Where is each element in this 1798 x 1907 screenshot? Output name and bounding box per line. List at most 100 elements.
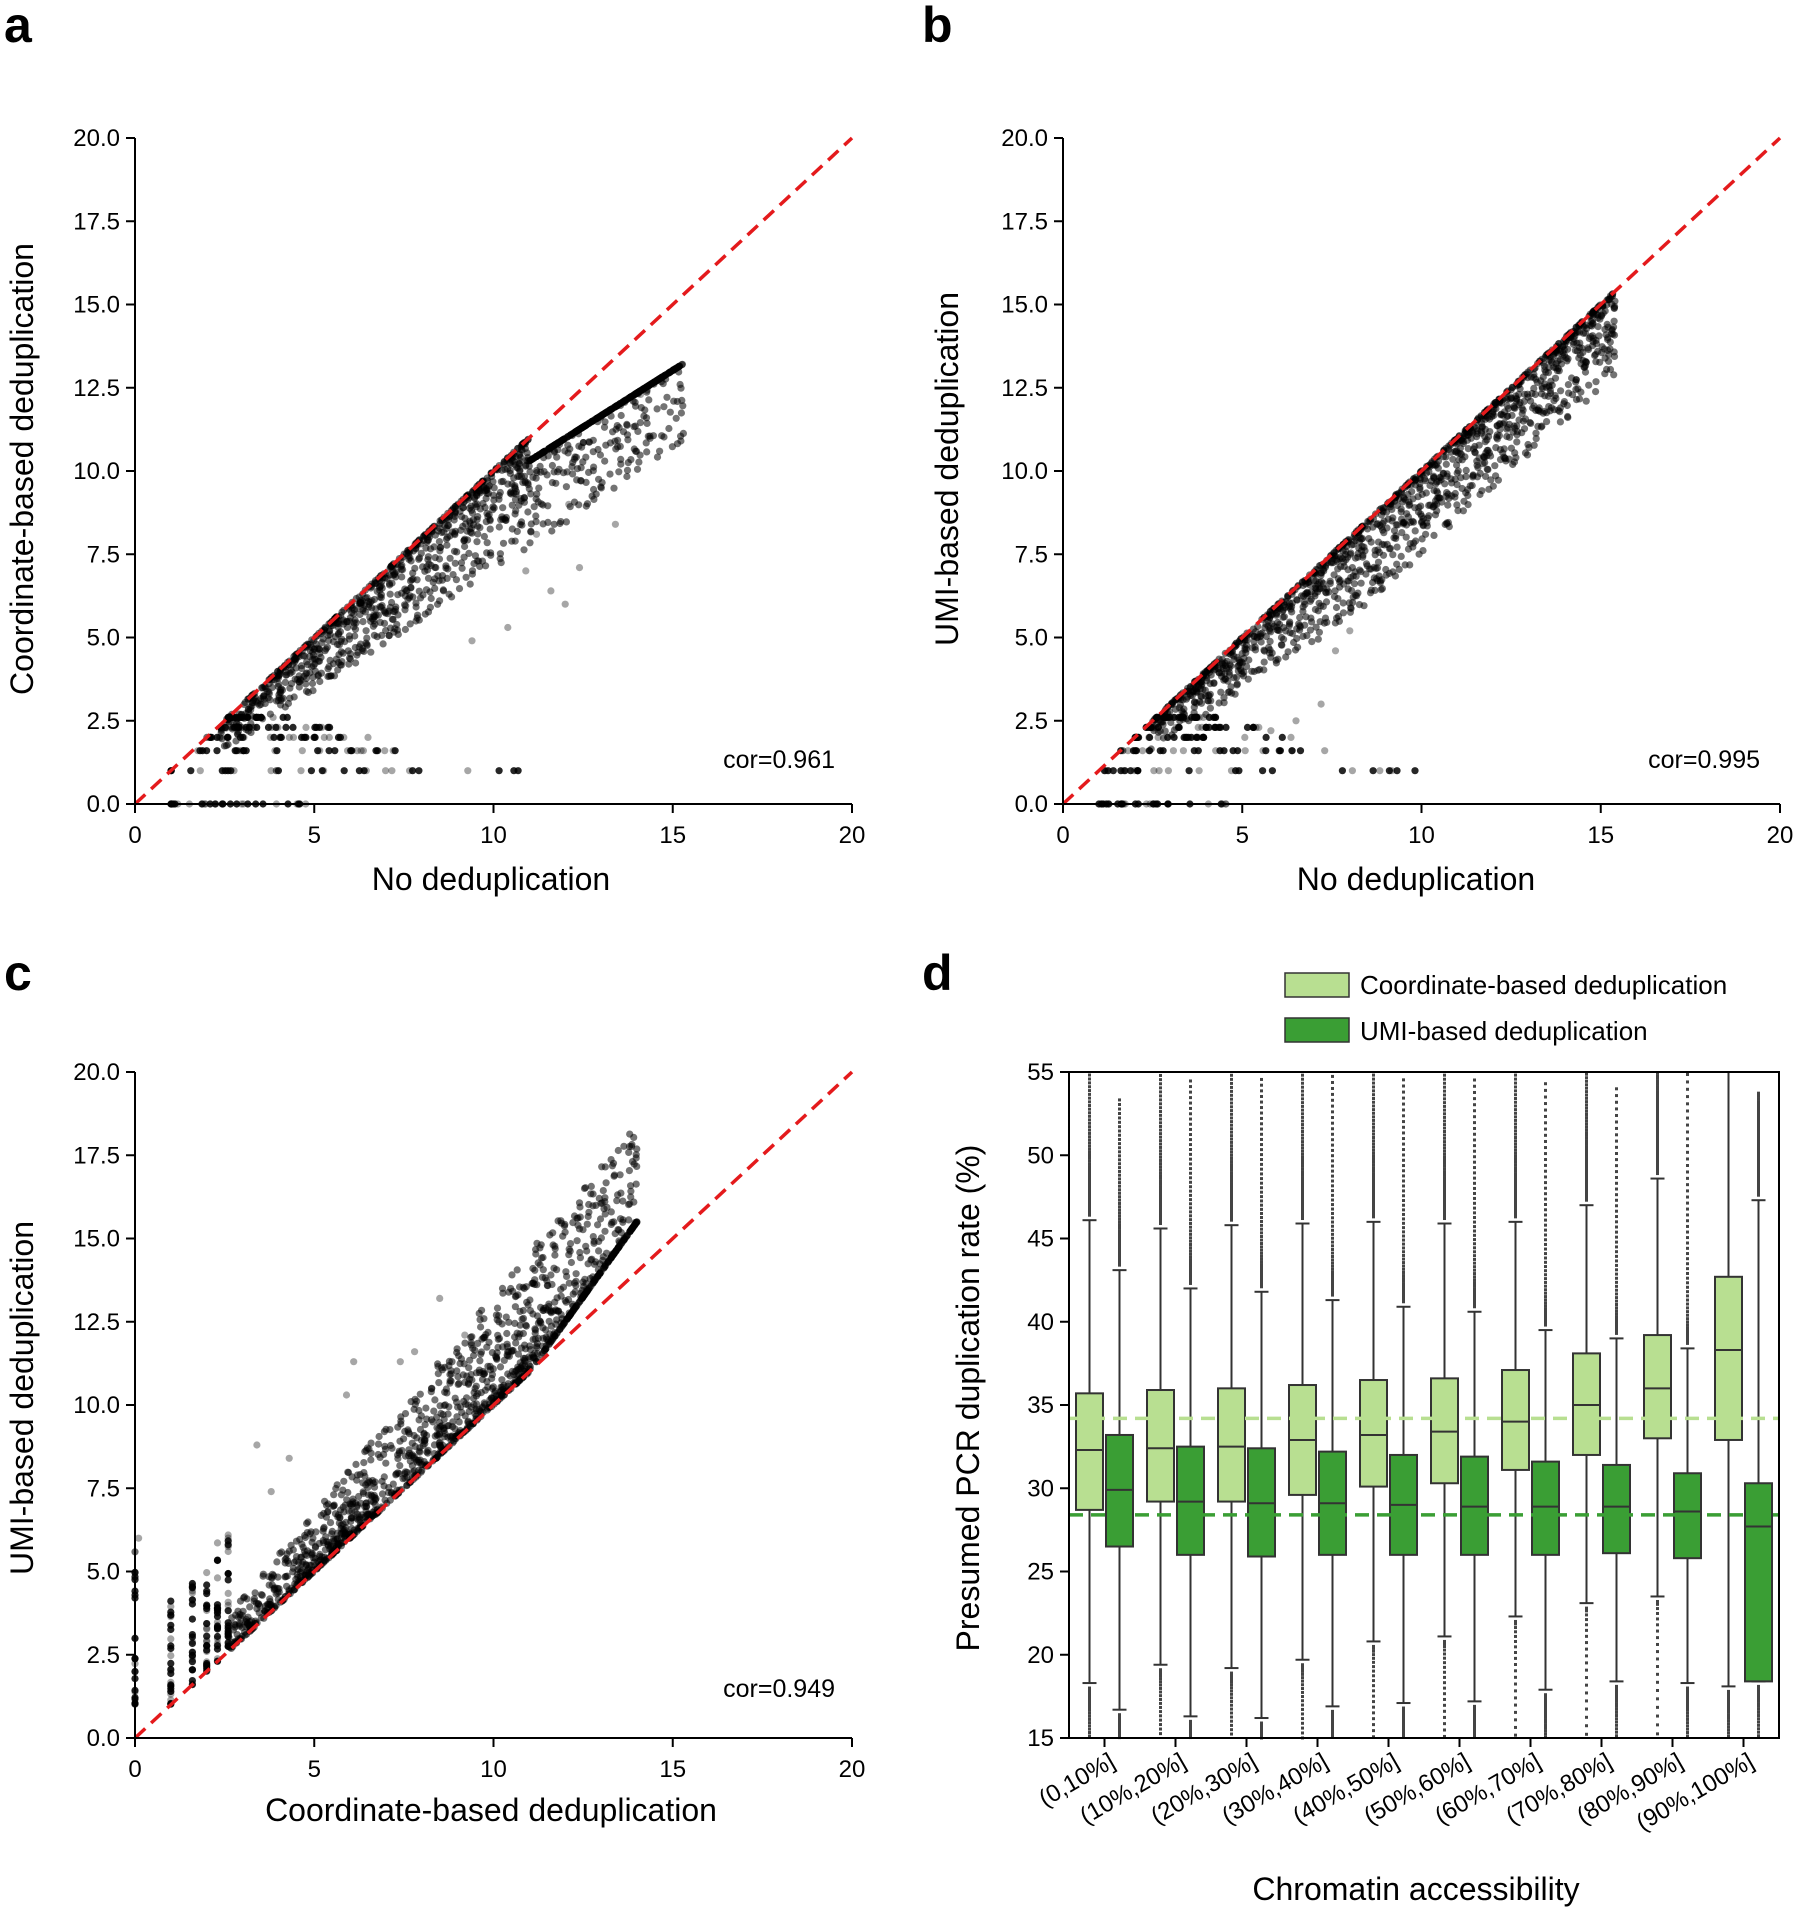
scatter-point	[551, 1298, 559, 1306]
scatter-point	[1109, 767, 1117, 775]
outlier-point	[1088, 1128, 1091, 1132]
scatter-point	[582, 478, 590, 486]
scatter-point	[1272, 659, 1280, 667]
scatter-point	[267, 767, 275, 775]
outlier-point	[1088, 1089, 1091, 1093]
scatter-point	[194, 747, 202, 755]
scatter-point	[607, 1156, 615, 1164]
outlier-point	[1159, 1117, 1162, 1121]
scatter-point	[1507, 394, 1515, 402]
scatter-point	[460, 553, 468, 561]
scatter-point	[646, 432, 654, 440]
scatter-point	[1402, 533, 1410, 541]
scatter-point	[532, 1342, 540, 1350]
x-axis-label-b: No deduplication	[1297, 861, 1535, 897]
scatter-point	[513, 463, 521, 472]
scatter-point	[578, 1294, 586, 1302]
scatter-point	[594, 1273, 602, 1281]
scatter-point	[580, 1184, 589, 1192]
scatter-point	[1179, 747, 1187, 755]
outlier-point	[1159, 1090, 1162, 1094]
scatter-point	[441, 521, 449, 530]
scatter-point	[678, 396, 686, 404]
scatter-point	[1321, 747, 1329, 755]
scatter-point	[1389, 514, 1397, 522]
scatter-point	[1581, 363, 1589, 371]
scatter-point	[344, 747, 352, 755]
scatter-point	[271, 747, 279, 755]
scatter-point	[515, 1333, 523, 1341]
scatter-point	[167, 1644, 175, 1653]
scatter-point	[499, 504, 507, 512]
scatter-point	[489, 1365, 497, 1373]
outlier-point	[1088, 1114, 1091, 1118]
scatter-point	[282, 723, 290, 732]
scatter-point	[1315, 628, 1323, 636]
scatter-point	[624, 459, 632, 467]
scatter-point	[422, 1404, 430, 1412]
scatter-point	[575, 1199, 584, 1207]
scatter-point	[1276, 747, 1284, 755]
outlier-point	[1159, 1155, 1162, 1159]
y-tick-label: 17.5	[73, 1142, 120, 1169]
scatter-point	[1453, 501, 1461, 509]
outlier-point	[1159, 1182, 1162, 1186]
scatter-point	[1560, 351, 1568, 359]
scatter-point	[1606, 338, 1614, 346]
scatter-point	[427, 545, 435, 553]
scatter-point	[627, 1187, 635, 1195]
scatter-point	[1220, 676, 1228, 684]
scatter-point	[663, 393, 671, 401]
scatter-point	[589, 1233, 597, 1241]
y-tick-label: 0.0	[1015, 791, 1048, 818]
outlier-point	[1088, 1703, 1091, 1707]
scatter-point	[396, 1462, 404, 1470]
scatter-point	[534, 498, 542, 506]
scatter-point	[459, 522, 467, 531]
scatter-point	[1367, 586, 1375, 594]
scatter-point	[415, 554, 424, 562]
y-tick-label: 20.0	[1001, 125, 1048, 152]
outlier-point	[1159, 1102, 1162, 1106]
scatter-point	[672, 414, 680, 422]
outlier-point	[1088, 1096, 1091, 1100]
scatter-point	[1423, 522, 1431, 530]
scatter-point	[531, 1325, 539, 1333]
outlier-point	[1159, 1174, 1162, 1178]
scatter-point	[504, 1348, 512, 1356]
scatter-point	[1565, 389, 1573, 397]
scatter-point	[595, 475, 603, 483]
scatter-point	[366, 1478, 374, 1486]
scatter-point	[302, 723, 310, 732]
scatter-point	[666, 408, 674, 416]
scatter-point	[1555, 367, 1563, 375]
scatter-point	[352, 1460, 360, 1468]
scatter-point	[1395, 565, 1403, 574]
scatter-point	[1330, 593, 1339, 601]
scatter-point	[424, 608, 433, 616]
scatter-point	[332, 1484, 340, 1493]
scatter-point	[1277, 641, 1285, 649]
scatter-point	[1150, 767, 1158, 775]
scatter-point	[1572, 376, 1580, 384]
scatter-point	[411, 1348, 419, 1356]
scatter-point	[491, 1387, 499, 1395]
scatter-point	[344, 1488, 352, 1497]
scatter-point	[1388, 767, 1396, 775]
scatter-point	[1582, 397, 1590, 405]
scatter-point	[397, 1417, 405, 1425]
scatter-point	[1425, 512, 1433, 520]
scatter-point	[1601, 325, 1609, 333]
scatter-point	[1375, 548, 1383, 557]
scatter-point	[1513, 431, 1521, 439]
scatter-point	[1345, 599, 1353, 607]
scatter-point	[1547, 377, 1555, 385]
outlier-point	[1088, 1700, 1091, 1704]
scatter-points-a	[167, 360, 688, 808]
scatter-point	[498, 1376, 506, 1384]
scatter-point	[325, 733, 333, 742]
scatter-point	[273, 747, 281, 755]
scatter-point	[1251, 646, 1260, 654]
scatter-point	[597, 412, 605, 420]
scatter-point	[281, 1573, 289, 1581]
